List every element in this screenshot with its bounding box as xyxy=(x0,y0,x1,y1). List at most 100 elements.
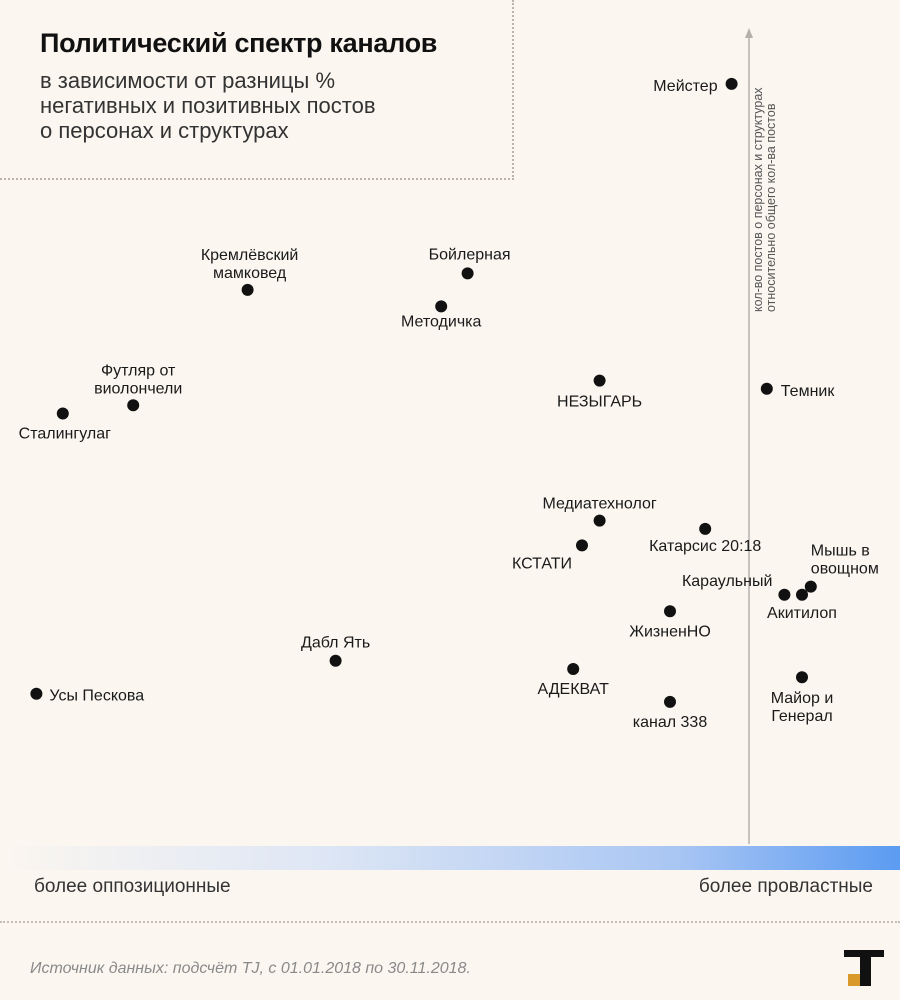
point-marker xyxy=(804,580,817,593)
point-label-line: мамковед xyxy=(213,265,287,282)
point-marker xyxy=(664,695,676,708)
point-marker xyxy=(30,687,43,700)
point-marker xyxy=(760,382,773,395)
channel-point: Медиатехнолог xyxy=(542,496,657,527)
point-label: Медиатехнолог xyxy=(542,496,656,513)
point-label-line: ЖизненНО xyxy=(629,623,711,640)
point-label: Мышь в овощном xyxy=(811,543,879,578)
point-label: Майор и Генерал xyxy=(771,690,834,725)
point-label: Методичка xyxy=(401,313,482,330)
point-label-line: Майор и xyxy=(771,690,834,707)
point-marker xyxy=(593,514,606,527)
point-marker xyxy=(435,300,448,313)
channel-point: Футляр от виолончели xyxy=(94,362,182,412)
channel-point: ЖизненНО xyxy=(629,605,711,640)
spectrum-gradient-bar xyxy=(0,846,900,870)
y-axis-label-line-2: относительно общего кол-ва постов xyxy=(764,103,778,312)
title-box: Политический спектр каналов в зависимост… xyxy=(0,0,514,180)
point-label: АДЕКВАТ xyxy=(538,681,610,698)
point-label-line: Акитилоп xyxy=(767,605,837,622)
point-label-line: Темник xyxy=(781,383,836,400)
point-label-line: КСТАТИ xyxy=(512,555,572,572)
point-marker xyxy=(56,407,69,420)
channel-point: Сталингулаг xyxy=(19,407,111,443)
subtitle-line-3: о персонах и структурах xyxy=(40,118,289,143)
point-label: Катарсис 20:18 xyxy=(649,538,761,555)
point-label: Сталингулаг xyxy=(19,426,111,443)
tj-logo-icon xyxy=(844,950,884,986)
point-marker xyxy=(778,588,791,601)
chart-subtitle: в зависимости от разницы % негативных и … xyxy=(40,68,500,143)
point-label-line: Футляр от xyxy=(101,362,176,379)
channel-point: Майор и Генерал xyxy=(771,671,834,725)
point-marker xyxy=(725,77,738,90)
point-label: Мейстер xyxy=(653,78,717,95)
channel-point: Дабл Ять xyxy=(301,635,370,667)
point-label-line: Мейстер xyxy=(653,78,717,95)
x-label-opposition: более оппозиционные xyxy=(34,876,231,897)
point-label-line: Генерал xyxy=(771,708,832,725)
point-marker xyxy=(127,399,140,412)
channel-point: Бойлерная xyxy=(429,246,511,280)
y-axis-label-line-1: кол-во постов о персонах и структурах xyxy=(751,87,765,312)
point-marker xyxy=(593,374,606,387)
point-marker xyxy=(699,522,712,535)
point-marker xyxy=(664,605,676,618)
channel-point: Методичка xyxy=(401,300,482,330)
point-label: Усы Пескова xyxy=(49,688,144,705)
point-label: Дабл Ять xyxy=(301,635,370,652)
point-marker xyxy=(796,588,808,601)
point-label: КСТАТИ xyxy=(512,555,572,572)
footer-divider xyxy=(0,921,900,923)
point-label-line: Сталингулаг xyxy=(19,426,111,443)
points-layer: Мейстер Бойлерная Кремлёвский мамковед Метод… xyxy=(19,77,879,731)
point-label-line: Катарсис 20:18 xyxy=(649,538,761,555)
channel-point: Кремлёвский мамковед xyxy=(201,247,299,296)
point-label-line: Кремлёвский xyxy=(201,247,299,264)
point-marker xyxy=(567,663,580,675)
point-marker xyxy=(461,267,474,280)
point-label-line: овощном xyxy=(811,561,879,578)
point-marker xyxy=(796,671,808,684)
point-label-line: Дабл Ять xyxy=(301,635,370,652)
point-label-line: Методичка xyxy=(401,313,482,330)
point-marker xyxy=(241,283,254,296)
channel-point: АДЕКВАТ xyxy=(538,663,610,698)
point-label-line: виолончели xyxy=(94,380,182,397)
point-label-line: НЕЗЫГАРЬ xyxy=(557,394,642,411)
chart-title: Политический спектр каналов xyxy=(40,28,438,58)
point-label: Бойлерная xyxy=(429,246,511,263)
point-label-line: Усы Пескова xyxy=(49,688,144,705)
point-label-line: Мышь в xyxy=(811,543,870,560)
x-label-pro-government: более провластные xyxy=(698,876,873,897)
point-label: Караульный xyxy=(682,573,772,590)
channel-point: Караульный xyxy=(682,573,791,601)
y-axis-arrow xyxy=(745,28,753,38)
point-label: НЕЗЫГАРЬ xyxy=(557,394,642,411)
point-label: Кремлёвский мамковед xyxy=(201,247,299,282)
channel-point: Катарсис 20:18 xyxy=(649,522,761,555)
channel-point: Мейстер xyxy=(653,77,738,95)
point-label-line: Караульный xyxy=(682,573,772,590)
point-label-line: Бойлерная xyxy=(429,246,511,263)
subtitle-line-1: в зависимости от разницы % xyxy=(40,68,336,93)
point-label: Темник xyxy=(781,383,836,400)
subtitle-line-2: негативных и позитивных постов xyxy=(40,93,376,118)
channel-point: КСТАТИ xyxy=(512,539,588,572)
point-label: ЖизненНО xyxy=(629,623,711,640)
point-label: Акитилоп xyxy=(767,605,837,622)
channel-point: канал 338 xyxy=(633,695,708,731)
source-note: Источник данных: подсчёт TJ, с 01.01.201… xyxy=(30,960,471,977)
channel-point: Мышь в овощном xyxy=(804,543,879,593)
channel-point: Усы Пескова xyxy=(30,687,144,705)
point-label: Футляр от виолончели xyxy=(94,362,182,397)
point-label-line: АДЕКВАТ xyxy=(538,681,610,698)
point-marker xyxy=(329,654,342,667)
point-label-line: канал 338 xyxy=(633,714,708,731)
channel-point: Акитилоп xyxy=(767,588,837,622)
channel-point: Темник xyxy=(760,382,836,400)
point-marker xyxy=(576,539,588,552)
channel-point: НЕЗЫГАРЬ xyxy=(557,374,642,411)
point-label-line: Медиатехнолог xyxy=(542,496,656,513)
